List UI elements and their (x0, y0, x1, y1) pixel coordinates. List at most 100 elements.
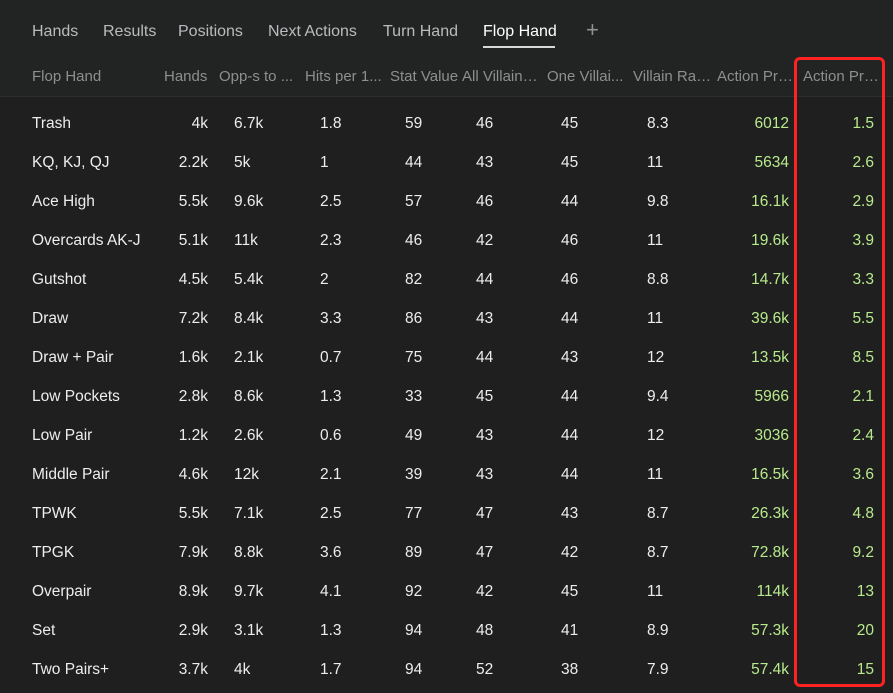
table-row[interactable]: TPWK 5.5k 7.1k 2.5 77 47 43 8.7 26.3k 4.8 (0, 496, 893, 535)
tab-next-actions[interactable]: Next Actions (268, 23, 357, 40)
table-row[interactable]: Overpair 8.9k 9.7k 4.1 92 42 45 11 114k 13 (0, 574, 893, 613)
cell-action-pro-1: 5966 (754, 388, 789, 405)
cell-hands: 5.5k (178, 505, 208, 522)
table-row[interactable]: Two Pairs+ 3.7k 4k 1.7 94 52 38 7.9 57.4k 15 (0, 652, 893, 691)
cell-hits-per: 1.3 (320, 388, 342, 405)
cell-action-pro-1: 14.7k (751, 271, 789, 288)
cell-hits-per: 0.7 (320, 349, 342, 366)
cell-flop-hand: Ace High (32, 193, 95, 210)
cell-hands: 1.2k (178, 427, 208, 444)
cell-stat-value: 44 (405, 154, 423, 171)
cell-stat-value: 49 (405, 427, 423, 444)
cell-stat-value: 33 (405, 388, 423, 405)
cell-stat-value: 82 (405, 271, 423, 288)
add-tab-button[interactable]: + (586, 17, 599, 42)
table-row[interactable]: Low Pockets 2.8k 8.6k 1.3 33 45 44 9.4 5966 2.1 (0, 379, 893, 418)
table-row[interactable]: Ace High 5.5k 9.6k 2.5 57 46 44 9.8 16.1k 2.9 (0, 184, 893, 223)
cell-one-villain: 45 (561, 115, 579, 132)
tab-turn-hand[interactable]: Turn Hand (383, 23, 458, 40)
cell-hands: 7.9k (178, 544, 208, 561)
table-row[interactable]: Set 2.9k 3.1k 1.3 94 48 41 8.9 57.3k 20 (0, 613, 893, 652)
cell-stat-value: 86 (405, 310, 423, 327)
cell-stat-value: 39 (405, 466, 423, 483)
cell-opportunities: 2.1k (234, 349, 264, 366)
cell-hits-per: 2.5 (320, 505, 342, 522)
column-header-action-pro-1[interactable]: Action Pro... (717, 68, 793, 85)
column-header-opportunities[interactable]: Opp-s to ... (219, 68, 294, 85)
tab-flop-hand[interactable]: Flop Hand (483, 23, 557, 40)
cell-one-villain: 42 (561, 544, 579, 561)
cell-one-villain: 46 (561, 271, 579, 288)
cell-stat-value: 46 (405, 232, 423, 249)
cell-one-villain: 44 (561, 427, 579, 444)
cell-hits-per: 4.1 (320, 583, 342, 600)
cell-one-villain: 44 (561, 466, 579, 483)
cell-hands: 4.6k (178, 466, 208, 483)
table-row[interactable]: Gutshot 4.5k 5.4k 2 82 44 46 8.8 14.7k 3.3 (0, 262, 893, 301)
cell-one-villain: 44 (561, 193, 579, 210)
cell-stat-value: 94 (405, 661, 423, 678)
column-header-row: Flop Hand Hands Opp-s to ... Hits per 1.… (0, 58, 893, 96)
cell-one-villain: 41 (561, 622, 579, 639)
cell-action-pro-1: 39.6k (751, 310, 789, 327)
cell-one-villain: 46 (561, 232, 579, 249)
cell-flop-hand: TPWK (32, 505, 77, 522)
cell-hits-per: 3.6 (320, 544, 342, 561)
tab-hands[interactable]: Hands (32, 23, 79, 40)
column-header-stat-value[interactable]: Stat Value (390, 68, 459, 85)
cell-villain-raise: 9.8 (647, 193, 669, 210)
table-row[interactable]: KQ, KJ, QJ 2.2k 5k 1 44 43 45 11 5634 2.6 (0, 145, 893, 184)
cell-flop-hand: Overpair (32, 583, 92, 600)
table-row[interactable]: Middle Pair 4.6k 12k 2.1 39 43 44 11 16.5k 3.6 (0, 457, 893, 496)
tab-results[interactable]: Results (103, 23, 157, 40)
cell-action-pro-1: 57.3k (751, 622, 789, 639)
cell-action-pro-2: 9.2 (852, 544, 874, 561)
cell-flop-hand: Gutshot (32, 271, 87, 288)
cell-action-pro-2: 2.4 (852, 427, 874, 444)
table-row[interactable]: Draw 7.2k 8.4k 3.3 86 43 44 11 39.6k 5.5 (0, 301, 893, 340)
cell-action-pro-1: 16.5k (751, 466, 789, 483)
cell-flop-hand: KQ, KJ, QJ (32, 154, 110, 171)
table-row[interactable]: Draw + Pair 1.6k 2.1k 0.7 75 44 43 12 13.5k 8.5 (0, 340, 893, 379)
cell-action-pro-1: 16.1k (751, 193, 789, 210)
cell-flop-hand: Draw (32, 310, 69, 327)
cell-all-villains: 44 (476, 271, 494, 288)
cell-action-pro-2: 1.5 (852, 115, 874, 132)
cell-opportunities: 7.1k (234, 505, 264, 522)
table-row[interactable]: Trash 4k 6.7k 1.8 59 46 45 8.3 6012 1.5 (0, 106, 893, 145)
cell-stat-value: 59 (405, 115, 423, 132)
column-header-hits-per[interactable]: Hits per 1... (305, 68, 382, 85)
column-header-one-villain[interactable]: One Villai... (547, 68, 624, 85)
column-header-hands[interactable]: Hands (164, 68, 208, 85)
column-header-action-pro-2[interactable]: Action Pro... (803, 68, 882, 85)
cell-hits-per: 1.8 (320, 115, 342, 132)
cell-opportunities: 5k (234, 154, 251, 171)
cell-all-villains: 45 (476, 388, 494, 405)
cell-action-pro-2: 3.6 (852, 466, 874, 483)
column-header-flop-hand[interactable]: Flop Hand (32, 68, 102, 85)
cell-all-villains: 43 (476, 427, 494, 444)
column-header-all-villains[interactable]: All Villains... (462, 68, 542, 85)
table-row[interactable]: Overcards AK-J 5.1k 11k 2.3 46 42 46 11 19.6k 3.9 (0, 223, 893, 262)
table-row[interactable]: Low Pair 1.2k 2.6k 0.6 49 43 44 12 3036 2.4 (0, 418, 893, 457)
cell-stat-value: 94 (405, 622, 423, 639)
table-row[interactable]: TPGK 7.9k 8.8k 3.6 89 47 42 8.7 72.8k 9.2 (0, 535, 893, 574)
cell-all-villains: 52 (476, 661, 494, 678)
cell-hands: 2.8k (178, 388, 208, 405)
cell-action-pro-2: 4.8 (852, 505, 874, 522)
column-header-villain-raise[interactable]: Villain Raise (633, 68, 713, 85)
cell-villain-raise: 9.4 (647, 388, 669, 405)
cell-hands: 7.2k (178, 310, 208, 327)
cell-action-pro-2: 3.9 (852, 232, 874, 249)
cell-action-pro-2: 2.6 (852, 154, 874, 171)
cell-opportunities: 3.1k (234, 622, 264, 639)
cell-action-pro-2: 20 (856, 622, 874, 639)
cell-hits-per: 1.3 (320, 622, 342, 639)
cell-action-pro-1: 13.5k (751, 349, 789, 366)
cell-one-villain: 43 (561, 349, 579, 366)
tab-positions[interactable]: Positions (178, 23, 243, 40)
cell-all-villains: 46 (476, 115, 494, 132)
cell-opportunities: 8.4k (234, 310, 264, 327)
cell-opportunities: 11k (234, 232, 258, 249)
cell-villain-raise: 11 (647, 154, 664, 171)
